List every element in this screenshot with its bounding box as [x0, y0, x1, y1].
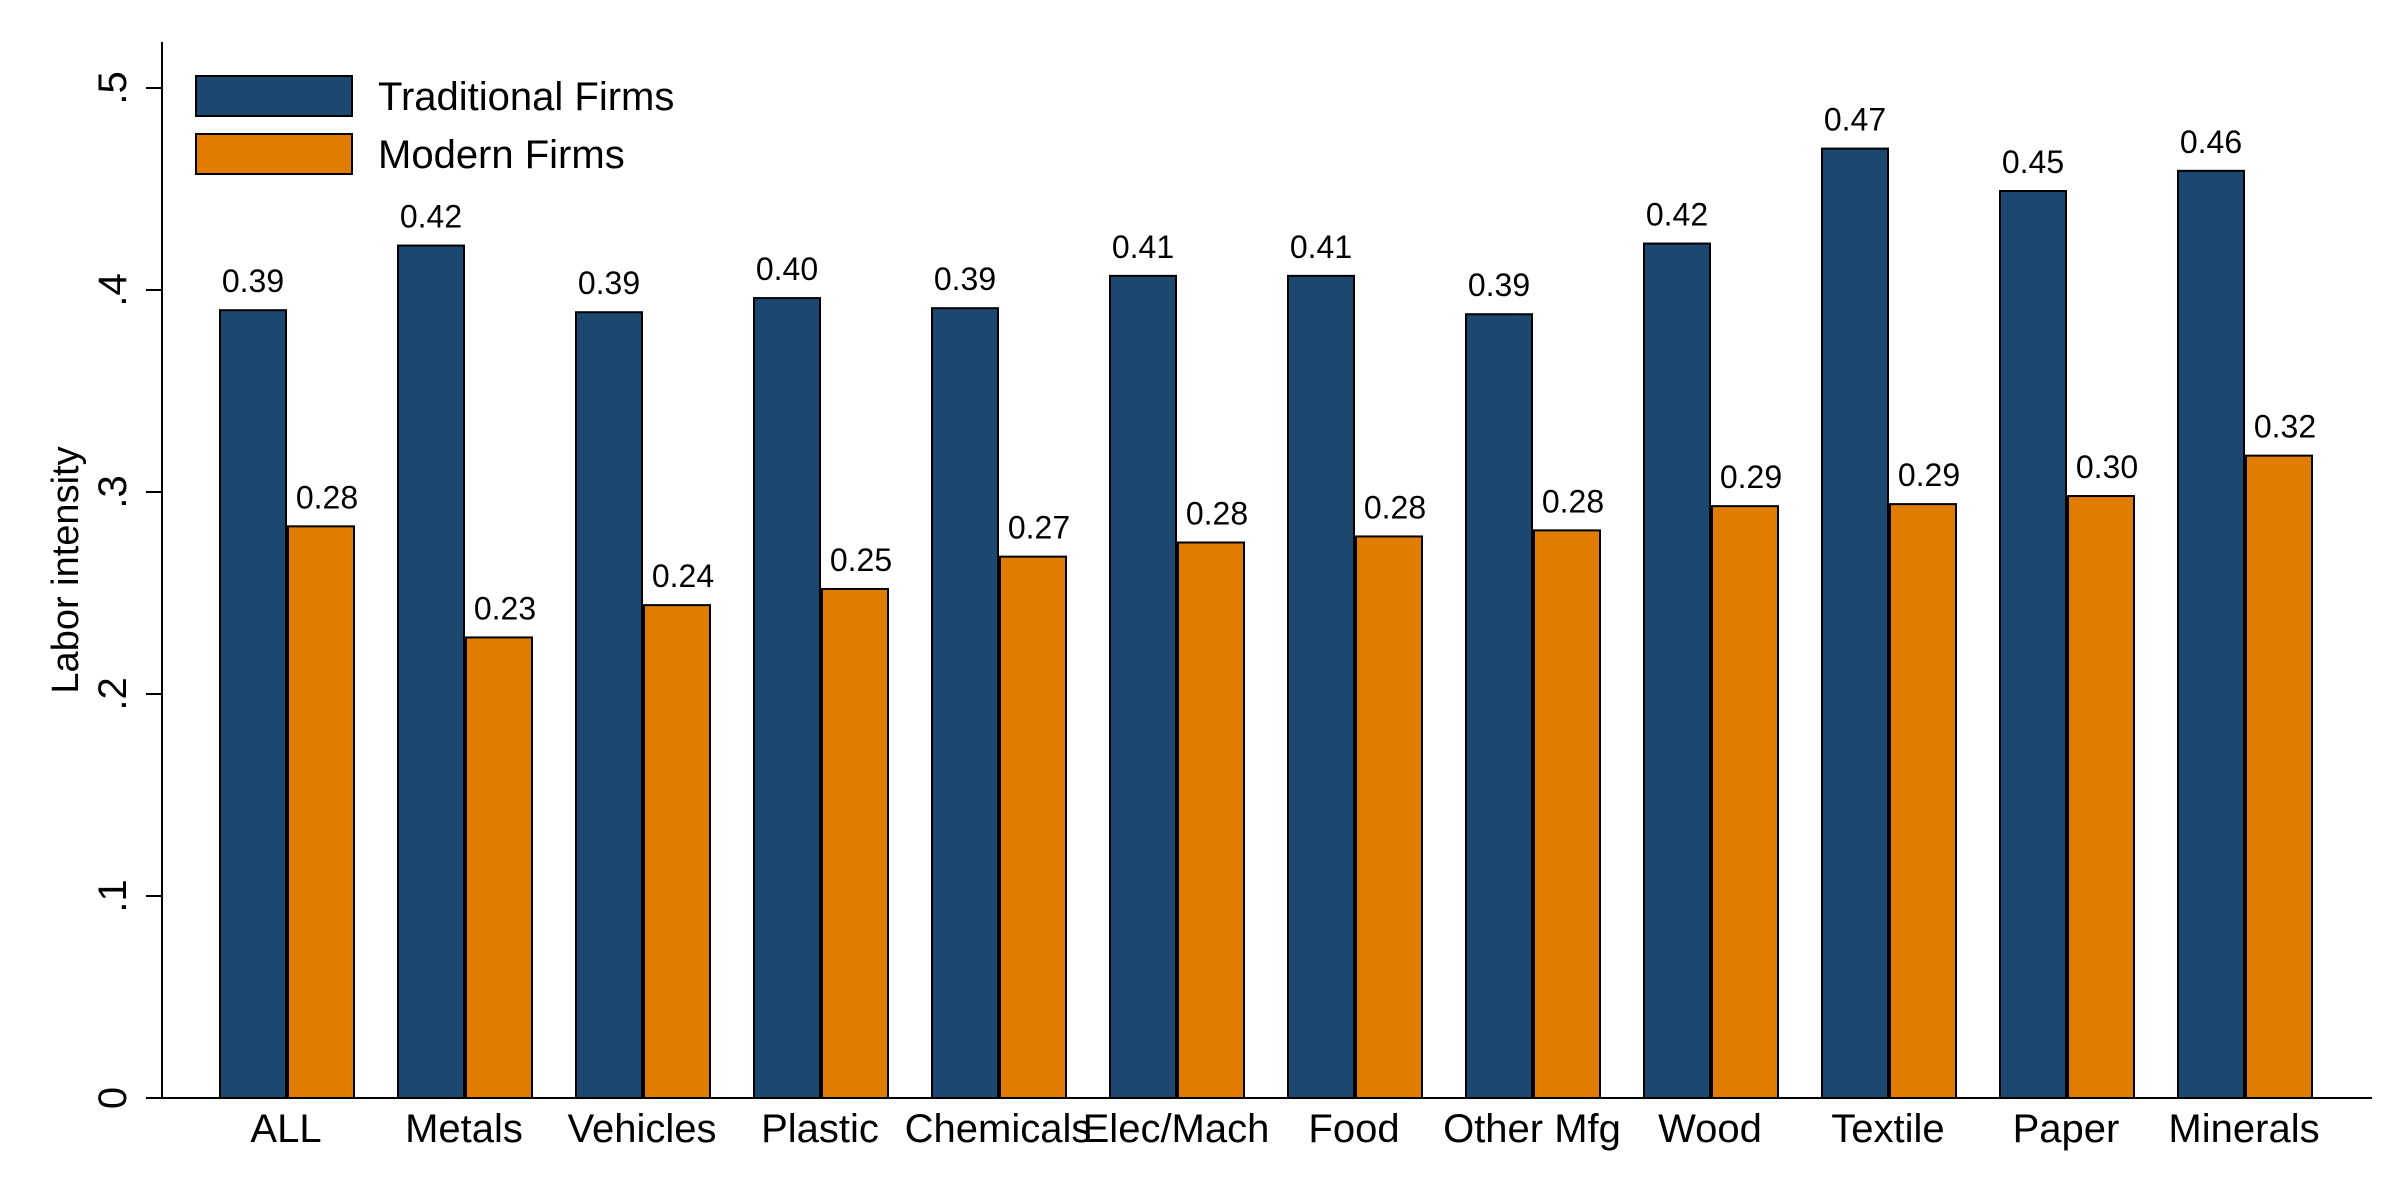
- value-label-modern-3: 0.25: [830, 542, 892, 578]
- bar-traditional-6: [1287, 274, 1355, 1099]
- bar-traditional-11: [2177, 169, 2245, 1099]
- value-label-traditional-5: 0.41: [1112, 229, 1174, 265]
- value-label-modern-8: 0.29: [1720, 459, 1782, 495]
- category-label: Food: [1308, 1107, 1399, 1151]
- legend-label-modern: Modern Firms: [378, 133, 625, 177]
- value-label-traditional-0: 0.39: [222, 263, 284, 299]
- bar-traditional-3: [753, 297, 821, 1099]
- category-label: Elec/Mach: [1083, 1107, 1270, 1151]
- value-label-modern-6: 0.28: [1364, 489, 1426, 525]
- bar-modern-11: [2245, 454, 2313, 1099]
- value-label-traditional-6: 0.41: [1290, 229, 1352, 265]
- legend-swatch-modern: [195, 133, 353, 175]
- category-label: Wood: [1658, 1107, 1762, 1151]
- category-label: ALL: [250, 1107, 321, 1151]
- category-label: Vehicles: [568, 1107, 717, 1151]
- bar-traditional-4: [931, 307, 999, 1099]
- category-label: Plastic: [761, 1107, 879, 1151]
- bar-modern-6: [1355, 535, 1423, 1099]
- bars: [219, 147, 2313, 1100]
- value-label-modern-7: 0.28: [1542, 483, 1604, 519]
- bar-modern-1: [465, 636, 533, 1099]
- bar-modern-8: [1711, 505, 1779, 1099]
- bar-modern-10: [2067, 495, 2135, 1100]
- value-label-traditional-11: 0.46: [2180, 124, 2242, 160]
- value-label-traditional-10: 0.45: [2002, 144, 2064, 180]
- category-label: Minerals: [2168, 1107, 2319, 1151]
- y-tick-label: .1: [91, 879, 135, 912]
- value-label-modern-11: 0.32: [2254, 409, 2316, 445]
- value-labels: 0.39 0.28 0.42 0.23 0.39 0.24 0.40 0.25 0.39 0.27…: [222, 102, 2316, 627]
- y-tick-label: .2: [91, 677, 135, 710]
- value-label-modern-4: 0.27: [1008, 510, 1070, 546]
- value-label-modern-0: 0.28: [296, 479, 358, 515]
- y-tick-label: 0: [91, 1087, 135, 1109]
- legend-swatch-traditional: [195, 75, 353, 117]
- value-label-traditional-7: 0.39: [1468, 267, 1530, 303]
- bar-modern-5: [1177, 541, 1245, 1099]
- y-tick-label: .4: [91, 273, 135, 306]
- bar-modern-0: [287, 525, 355, 1099]
- bar-modern-7: [1533, 529, 1601, 1099]
- bar-modern-2: [643, 604, 711, 1099]
- bar-traditional-9: [1821, 147, 1889, 1100]
- legend: Traditional Firms Modern Firms: [195, 75, 674, 177]
- value-label-modern-9: 0.29: [1898, 457, 1960, 493]
- category-label: Chemicals: [905, 1107, 1092, 1151]
- bar-traditional-2: [575, 311, 643, 1100]
- bar-traditional-8: [1643, 242, 1711, 1100]
- value-label-modern-5: 0.28: [1186, 496, 1248, 532]
- bar-traditional-0: [219, 309, 287, 1099]
- bar-traditional-5: [1109, 274, 1177, 1099]
- bar-traditional-7: [1465, 313, 1533, 1099]
- category-labels: ALL Metals Vehicles Plastic ChemicalsElec/Ma…: [250, 1107, 2319, 1151]
- category-label: Textile: [1831, 1107, 1944, 1151]
- bar-traditional-10: [1999, 190, 2067, 1099]
- value-label-modern-1: 0.23: [474, 590, 536, 626]
- bar-modern-4: [999, 555, 1067, 1099]
- bar-modern-3: [821, 587, 889, 1100]
- category-label: Other Mfg: [1443, 1107, 1621, 1151]
- value-label-modern-10: 0.30: [2076, 449, 2138, 485]
- value-label-traditional-8: 0.42: [1646, 197, 1708, 233]
- value-label-traditional-9: 0.47: [1824, 102, 1886, 138]
- bar-traditional-1: [397, 244, 465, 1099]
- value-label-modern-2: 0.24: [652, 558, 714, 594]
- value-label-traditional-3: 0.40: [756, 251, 818, 287]
- value-label-traditional-4: 0.39: [934, 261, 996, 297]
- y-tick-label: .5: [91, 71, 135, 104]
- legend-label-traditional: Traditional Firms: [378, 75, 674, 119]
- category-label: Paper: [2013, 1107, 2120, 1151]
- category-label: Metals: [405, 1107, 523, 1151]
- bar-modern-9: [1889, 503, 1957, 1099]
- value-label-traditional-1: 0.42: [400, 199, 462, 235]
- y-axis-title: Labor intensity: [45, 446, 87, 693]
- value-label-traditional-2: 0.39: [578, 265, 640, 301]
- y-ticks: 0 .1 .2 .3 .4 .5: [91, 71, 162, 1109]
- y-tick-label: .3: [91, 475, 135, 508]
